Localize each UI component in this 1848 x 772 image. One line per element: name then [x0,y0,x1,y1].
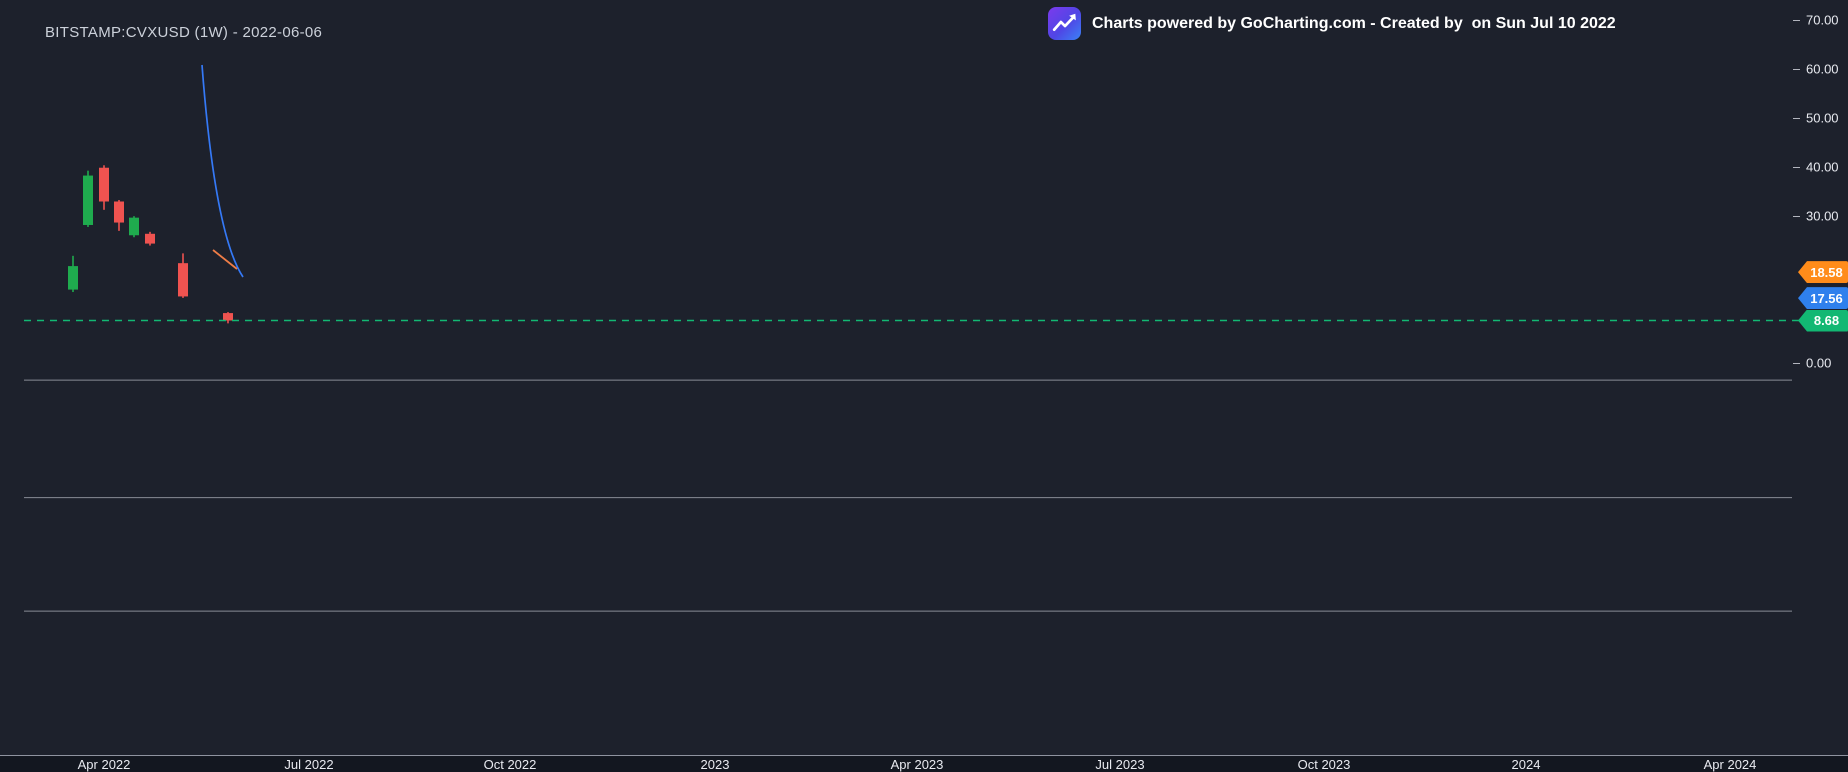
time-axis-label: Apr 2024 [1703,757,1757,772]
line-chart-icon [1052,13,1076,32]
time-axis-label: Apr 2022 [77,757,131,772]
time-axis[interactable]: Apr 2022 Jul 2022 Oct 2022 2023 Apr 2023 Jul … [0,755,1848,772]
gocharting-logo-icon [1048,7,1081,40]
watermark-text: Charts powered by GoCharting.com - Creat… [1092,14,1616,32]
candle [223,312,233,324]
candle [68,255,78,293]
candle [83,170,93,227]
watermark: Charts powered by GoCharting.com - Creat… [1048,7,1616,40]
time-axis-label: 2023 [700,757,730,772]
candle [129,216,139,238]
trend-line-drawing[interactable] [212,249,238,270]
curve-drawing[interactable] [201,64,244,278]
candle [114,200,124,231]
candle [145,231,155,246]
candle [178,253,188,298]
time-axis-label: Oct 2023 [1297,757,1351,772]
time-axis-label: Jul 2022 [284,757,334,772]
candle [99,165,109,210]
time-axis-label: Oct 2022 [483,757,537,772]
time-axis-label: 2024 [1511,757,1541,772]
time-axis-label: Jul 2023 [1095,757,1145,772]
symbol-title: BITSTAMP:CVXUSD (1W) - 2022-06-06 [45,24,323,41]
time-axis-label: Apr 2023 [890,757,944,772]
